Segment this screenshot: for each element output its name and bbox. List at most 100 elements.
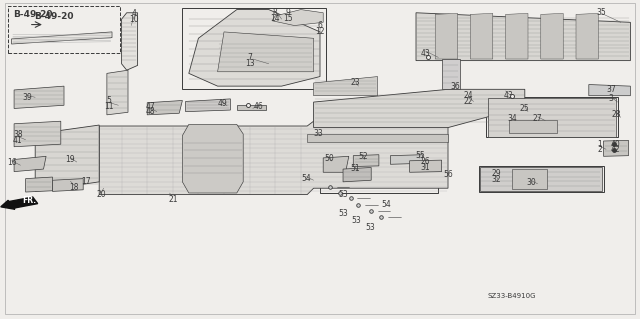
Text: 43: 43: [420, 49, 431, 58]
Polygon shape: [99, 121, 448, 195]
Polygon shape: [470, 13, 493, 59]
Polygon shape: [509, 120, 557, 133]
Polygon shape: [343, 167, 371, 182]
FancyArrow shape: [1, 197, 38, 209]
Text: B-49-20: B-49-20: [34, 12, 74, 21]
Text: 4: 4: [132, 9, 137, 18]
Polygon shape: [14, 156, 46, 172]
Text: 24: 24: [463, 91, 474, 100]
Text: SZ33-B4910G: SZ33-B4910G: [488, 293, 536, 299]
Text: 50: 50: [324, 154, 335, 163]
Text: 42: 42: [611, 145, 621, 154]
Polygon shape: [576, 13, 598, 59]
Polygon shape: [307, 134, 448, 142]
Polygon shape: [182, 124, 243, 193]
Text: 7: 7: [247, 53, 252, 62]
Polygon shape: [272, 10, 323, 26]
Text: 28: 28: [612, 110, 621, 119]
Polygon shape: [323, 156, 349, 172]
Text: 23: 23: [350, 78, 360, 87]
Polygon shape: [416, 13, 630, 61]
Text: 10: 10: [129, 15, 140, 24]
Text: 15: 15: [283, 14, 293, 23]
Bar: [486, 97, 618, 137]
Text: 52: 52: [358, 152, 368, 161]
Text: 3: 3: [609, 94, 614, 103]
Text: 8: 8: [273, 8, 278, 17]
Text: 30: 30: [526, 178, 536, 187]
Polygon shape: [14, 121, 61, 147]
Text: 54: 54: [381, 200, 391, 209]
Text: 38: 38: [13, 130, 23, 139]
Text: 55: 55: [415, 151, 425, 160]
Text: 53: 53: [338, 209, 348, 218]
Text: 54: 54: [301, 174, 312, 183]
Polygon shape: [14, 86, 64, 108]
Text: 1: 1: [597, 140, 602, 149]
Polygon shape: [506, 13, 528, 59]
Text: 49: 49: [217, 99, 227, 108]
Text: 46: 46: [253, 102, 264, 111]
Polygon shape: [410, 160, 442, 172]
Text: FR.: FR.: [22, 197, 36, 205]
Polygon shape: [442, 59, 460, 89]
Text: 25: 25: [520, 104, 530, 113]
Text: 56: 56: [443, 170, 453, 179]
Polygon shape: [107, 70, 128, 115]
Polygon shape: [26, 177, 52, 192]
Polygon shape: [122, 13, 138, 70]
Bar: [479, 166, 604, 192]
Polygon shape: [35, 125, 99, 191]
Text: 29: 29: [491, 169, 501, 178]
Text: 17: 17: [81, 177, 92, 186]
Text: 26: 26: [420, 157, 430, 166]
Polygon shape: [237, 105, 266, 110]
Polygon shape: [12, 32, 112, 44]
Polygon shape: [480, 167, 602, 191]
Text: 43: 43: [504, 91, 514, 100]
Text: 36: 36: [451, 82, 461, 91]
Text: 39: 39: [22, 93, 32, 102]
Text: 40: 40: [611, 140, 621, 149]
Polygon shape: [186, 99, 230, 112]
Text: 35: 35: [596, 8, 607, 17]
Text: 2: 2: [597, 145, 602, 154]
Text: 22: 22: [464, 97, 473, 106]
Text: 5: 5: [106, 96, 111, 105]
Text: 41: 41: [13, 136, 23, 145]
Text: 12: 12: [316, 27, 324, 36]
Text: 32: 32: [491, 175, 501, 184]
Text: 16: 16: [6, 158, 17, 167]
Bar: [320, 153, 438, 193]
Text: 14: 14: [270, 14, 280, 23]
Text: 53: 53: [351, 216, 362, 225]
Text: 9: 9: [285, 8, 291, 17]
Text: 6: 6: [317, 21, 323, 30]
Polygon shape: [353, 155, 379, 167]
Polygon shape: [314, 89, 525, 128]
Polygon shape: [604, 140, 628, 156]
Polygon shape: [189, 10, 320, 86]
Polygon shape: [218, 32, 314, 72]
Text: 11: 11: [104, 102, 113, 111]
Text: 48: 48: [145, 108, 156, 116]
Bar: [182, 8, 326, 89]
Bar: [8, 6, 120, 53]
Polygon shape: [147, 100, 182, 115]
Text: 53: 53: [365, 223, 375, 232]
Text: 37: 37: [606, 85, 616, 94]
Text: 21: 21: [168, 195, 177, 204]
Text: 18: 18: [70, 183, 79, 192]
Text: 20: 20: [96, 190, 106, 199]
Polygon shape: [435, 13, 458, 59]
Text: 31: 31: [420, 163, 430, 172]
Polygon shape: [589, 85, 630, 96]
Polygon shape: [512, 169, 547, 189]
Polygon shape: [390, 155, 422, 164]
Text: 53: 53: [338, 190, 348, 199]
Text: 47: 47: [145, 102, 156, 111]
Text: 27: 27: [532, 114, 543, 123]
Polygon shape: [488, 98, 616, 137]
Text: 51: 51: [350, 164, 360, 173]
Polygon shape: [52, 179, 83, 191]
